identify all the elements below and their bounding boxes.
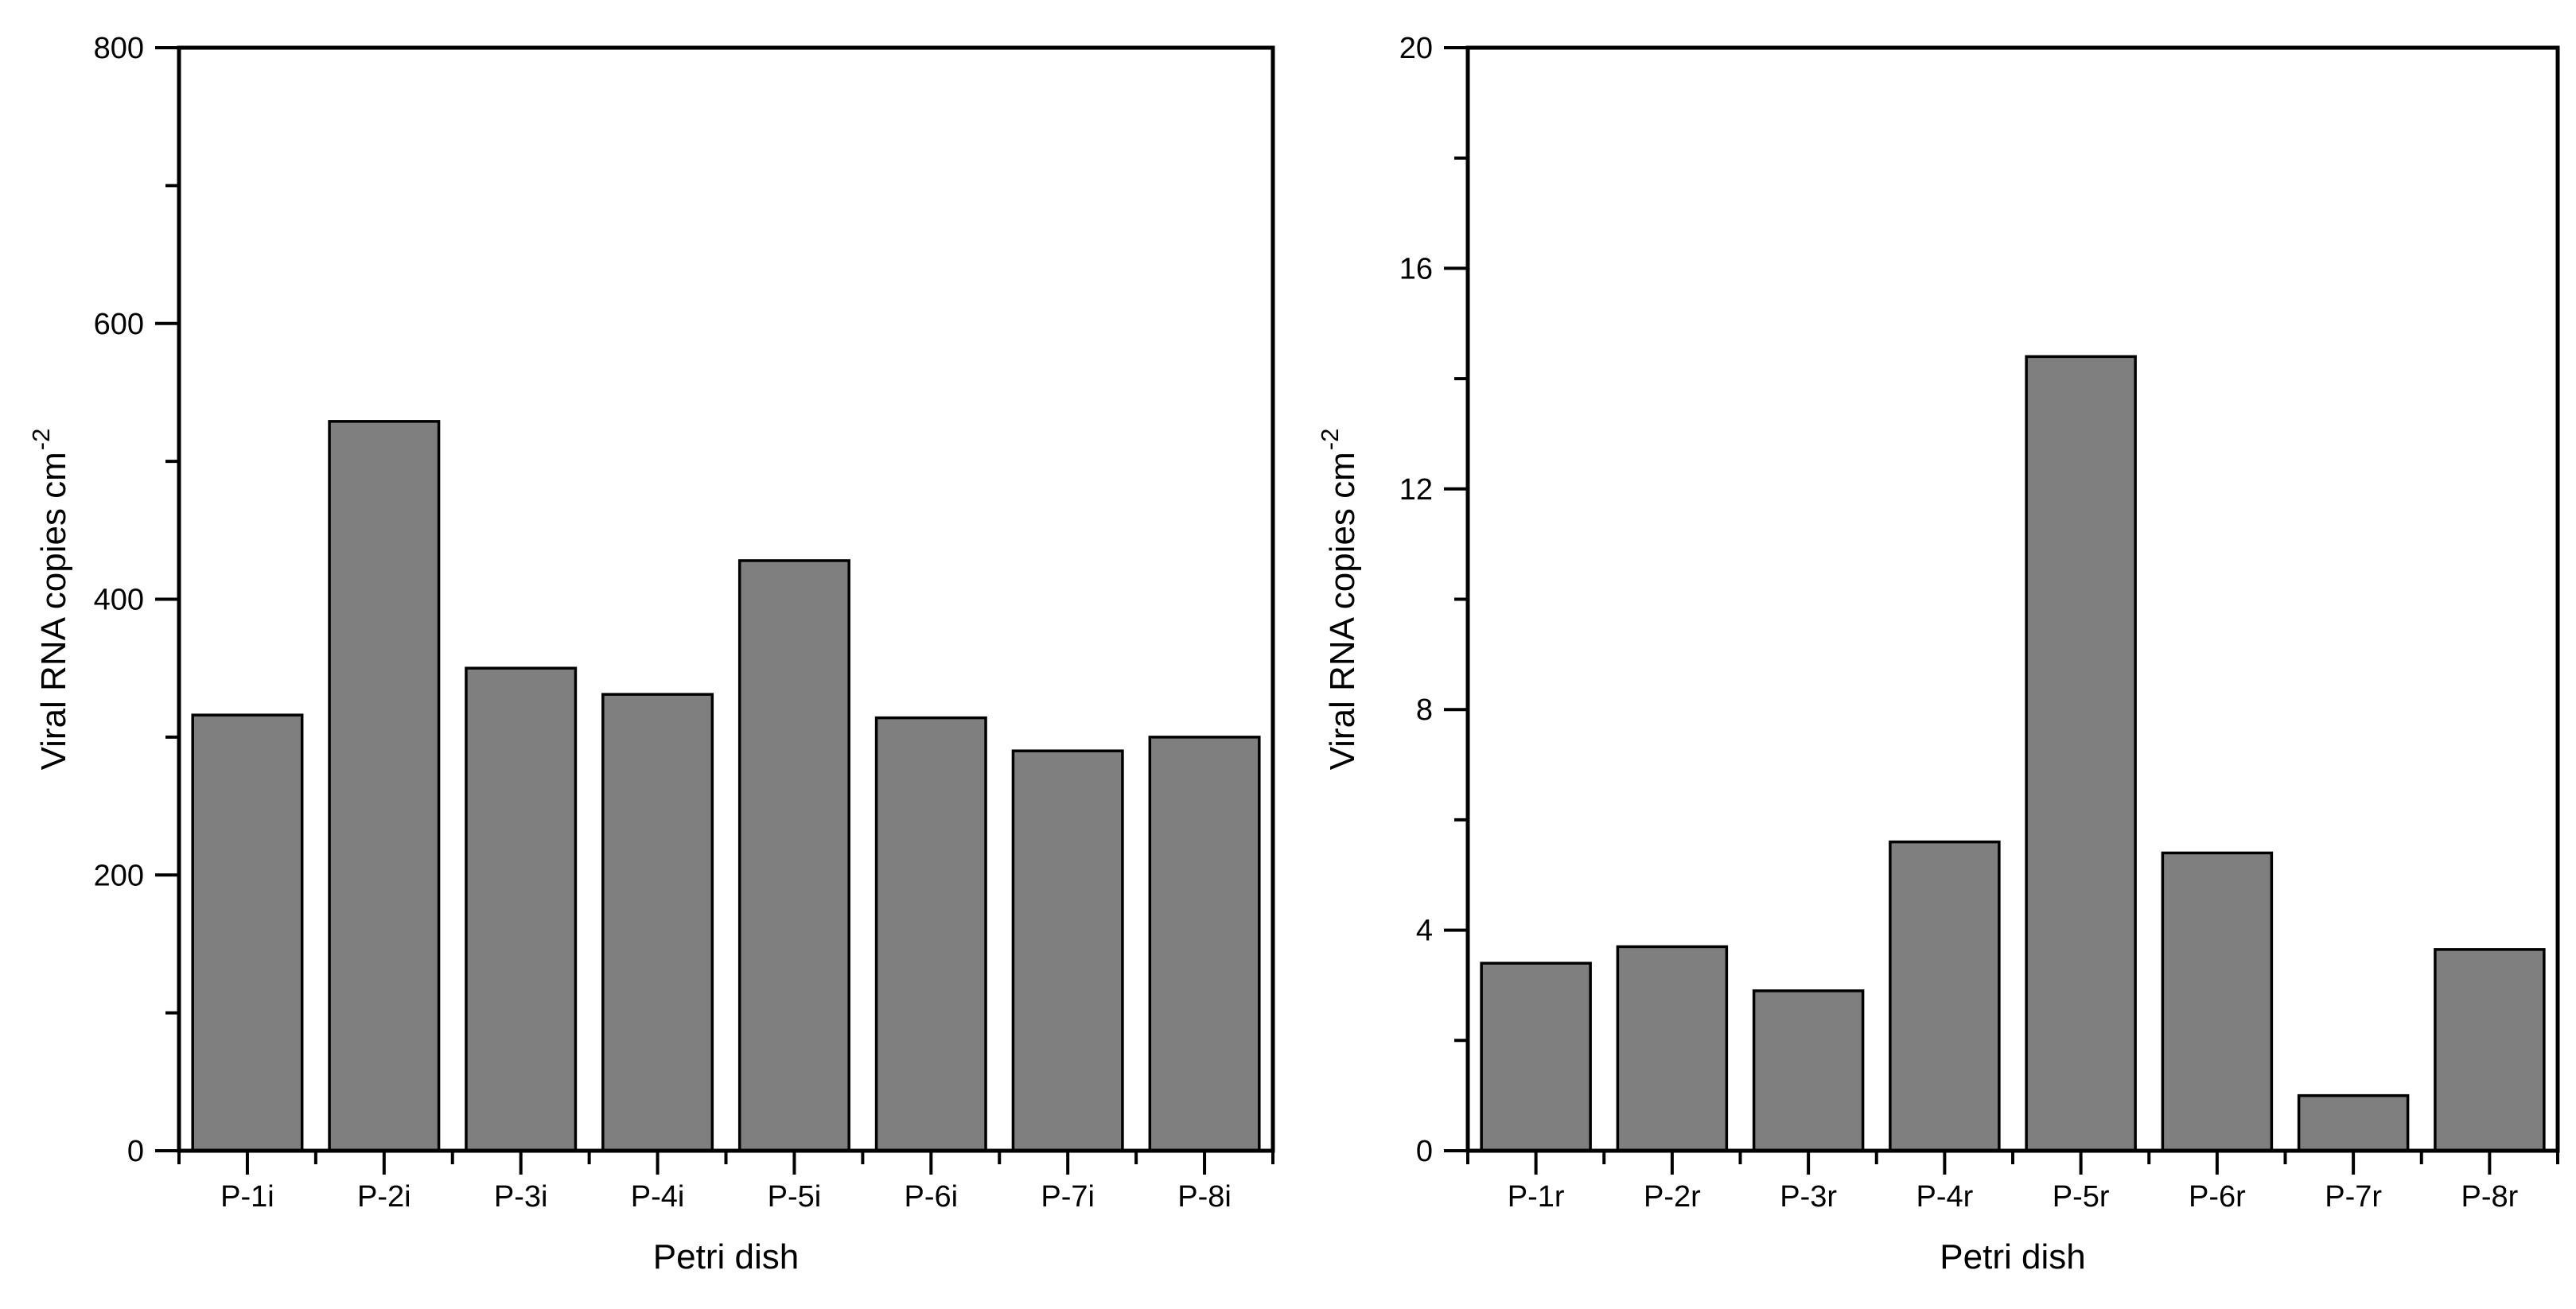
x-tick-label: P-4i: [631, 1180, 685, 1214]
x-axis-title: Petri dish: [653, 1237, 799, 1276]
bar-P-2i: [328, 420, 441, 1152]
y-axis-title-base: Viral RNA copies cm: [1323, 452, 1362, 770]
y-tick-label: 0: [1416, 1135, 1433, 1168]
y-axis-title: Viral RNA copies cm-2: [27, 429, 73, 771]
bar-P-4i: [601, 693, 714, 1152]
panel-right: 0 4 8 12 16 20 P-1r P-2r P-3r P-4r P-5r P-6r P-7r P-8…: [1316, 32, 2560, 1276]
x-tick-label: P-6r: [2189, 1180, 2246, 1214]
y-tick-label: 16: [1399, 252, 1433, 285]
bar-P-5i: [737, 559, 850, 1152]
x-tick-label: P-1r: [1508, 1180, 1565, 1214]
y-tick-label: 600: [94, 308, 144, 341]
y-tick-label: 200: [94, 859, 144, 892]
bar-P-6r: [2161, 851, 2274, 1152]
bar-P-3i: [465, 666, 578, 1152]
y-tick-label: 8: [1416, 693, 1433, 727]
bar-P-1i: [191, 713, 304, 1152]
y-tick-label: 20: [1399, 32, 1433, 65]
x-tick-label: P-8r: [2461, 1180, 2518, 1214]
x-tick-label: P-2r: [1644, 1180, 1701, 1214]
x-tick-label: P-7i: [1041, 1180, 1095, 1214]
x-tick-label: P-5i: [768, 1180, 822, 1214]
bar-P-4r: [1889, 840, 2001, 1152]
bar-P-8i: [1148, 736, 1261, 1152]
y-tick-label: 0: [127, 1135, 144, 1168]
panel-left: 0 200 400 600 800 P-1i P-2i P-3i P-4i P-5i P-6i P-7…: [27, 32, 1275, 1276]
x-tick-label: P-5r: [2053, 1180, 2110, 1214]
x-tick-label: P-3r: [1780, 1180, 1837, 1214]
bar-P-2r: [1616, 945, 1729, 1152]
y-tick-label: 12: [1399, 473, 1433, 507]
x-tick-label: P-6i: [905, 1180, 959, 1214]
bar-P-3r: [1752, 989, 1865, 1152]
y-tick-label: 800: [94, 32, 144, 65]
y-axis-title-base: Viral RNA copies cm: [34, 452, 73, 770]
x-axis-title: Petri dish: [1940, 1237, 2085, 1276]
x-tick-label: P-1i: [220, 1180, 274, 1214]
y-tick-label: 400: [94, 584, 144, 617]
bar-P-7i: [1011, 749, 1124, 1152]
bar-P-7r: [2297, 1093, 2410, 1152]
x-tick-label: P-4r: [1916, 1180, 1973, 1214]
y-tick-label: 4: [1416, 915, 1433, 948]
bar-P-6i: [874, 716, 987, 1152]
x-tick-label: P-7r: [2325, 1180, 2382, 1214]
x-tick-label: P-8i: [1177, 1180, 1232, 1214]
y-axis-title: Viral RNA copies cm-2: [1316, 429, 1362, 771]
y-axis-title-exponent: -2: [27, 429, 55, 451]
x-tick-label: P-3i: [494, 1180, 548, 1214]
bar-P-1r: [1480, 961, 1592, 1152]
y-axis-title-exponent: -2: [1316, 429, 1344, 451]
bar-P-5r: [2025, 355, 2137, 1152]
x-tick-label: P-2i: [357, 1180, 411, 1214]
bar-P-8r: [2434, 948, 2546, 1152]
